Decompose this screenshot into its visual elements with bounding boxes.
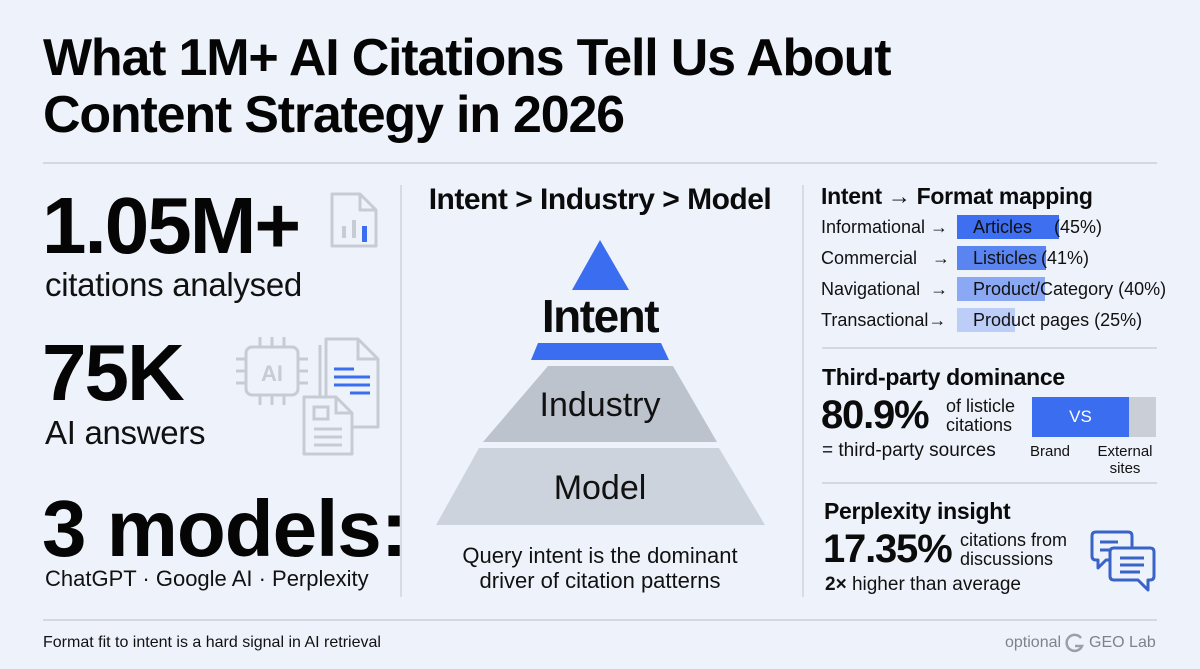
brand-vs-external-bar: VS <box>1032 397 1156 437</box>
mapping-row-commercial: Commercial → Listicles (41%) <box>821 245 1191 271</box>
mapping-format: Product pages (25%) <box>973 310 1143 330</box>
brand-prefix: optional <box>1005 634 1062 651</box>
pyramid-diagram <box>436 240 765 525</box>
citations-label: citations analysed <box>45 266 302 303</box>
mapping-format: Product/Category (40%) <box>973 279 1167 299</box>
third-party-desc-2: = third-party sources <box>822 440 996 461</box>
mapping-bar <box>957 277 1045 301</box>
page-title: What 1M+ AI Citations Tell Us About Cont… <box>43 29 892 144</box>
ai-answers-label: AI answers <box>45 414 206 451</box>
third-party-title: Third-party dominance <box>822 364 1065 390</box>
caption-line-1: Query intent is the dominant <box>462 543 738 568</box>
mapping-row-navigational: Navigational → Product/Category (40%) <box>821 276 1191 302</box>
section-divider <box>822 347 1157 349</box>
citations-count: 1.05M+ <box>42 181 301 270</box>
perplexity-percent: 17.35% <box>823 527 953 571</box>
pyramid-model-layer <box>436 448 765 525</box>
third-party-desc: of listicle citations <box>946 396 1016 435</box>
ai-chip-documents-icon: AI <box>236 337 380 456</box>
pyramid-intent-band <box>531 343 669 360</box>
pyramid-label-intent: Intent <box>541 290 660 342</box>
caption-line-2: driver of citation patterns <box>479 568 721 593</box>
mapping-title: Intent → Format mapping <box>821 183 1093 209</box>
section-divider <box>822 482 1157 484</box>
pyramid-label-industry: Industry <box>539 386 661 424</box>
brand-name: GEO Lab <box>1089 634 1156 651</box>
pyramid-label-model: Model <box>553 469 647 507</box>
title-divider <box>43 162 1157 164</box>
svg-text:AI: AI <box>261 361 283 386</box>
mapping-format: Articles (45%) <box>973 217 1103 237</box>
mapping-row-transactional: Transactional→ Product pages (25%) <box>821 307 1191 333</box>
mapping-intent: Informational → <box>821 217 949 237</box>
mapping-format: Listicles (41%) <box>973 248 1090 268</box>
multiplier: 2× <box>825 574 847 595</box>
title-line-2: Content Strategy in 2026 <box>43 86 625 144</box>
chat-bubbles-icon <box>1090 530 1156 592</box>
right-column-divider <box>802 185 804 597</box>
mapping-row-informational: Informational → Articles (45%) <box>821 214 1191 240</box>
footer-text: Format fit to intent is a hard signal in… <box>43 634 381 651</box>
brand-mark: optional GEO Lab <box>1005 632 1156 654</box>
brand-bar-segment: VS <box>1032 397 1129 437</box>
pyramid-caption: Query intent is the dominant driver of c… <box>410 543 790 593</box>
ai-answers-count: 75K <box>42 328 185 417</box>
perplexity-desc: citations from discussions <box>960 530 1068 569</box>
document-chart-icon <box>330 192 378 248</box>
hierarchy-title: Intent > Industry > Model <box>428 183 772 216</box>
geo-lab-logo-icon <box>1065 633 1084 653</box>
pyramid-apex <box>572 240 629 290</box>
pyramid-industry-layer <box>483 366 717 442</box>
brand-label: Brand <box>1030 443 1071 460</box>
footer-divider <box>43 619 1157 621</box>
external-sites-label: External sites <box>1097 443 1153 477</box>
perplexity-title: Perplexity insight <box>824 498 1011 524</box>
mapping-bar <box>957 215 1059 239</box>
title-line-1: What 1M+ AI Citations Tell Us About <box>43 29 892 87</box>
mapping-intent: Navigational → <box>821 279 949 299</box>
mapping-bar <box>957 308 1015 332</box>
mapping-bar <box>957 246 1046 270</box>
models-list: ChatGPT · Google AI · Perplexity <box>45 566 369 591</box>
models-count: 3 models: <box>42 484 407 573</box>
third-party-percent: 80.9% <box>821 393 930 437</box>
perplexity-note: 2× higher than average <box>825 574 1021 595</box>
mapping-intent: Transactional→ <box>821 310 947 330</box>
left-column-divider <box>400 185 402 597</box>
mapping-intent: Commercial → <box>821 248 951 268</box>
